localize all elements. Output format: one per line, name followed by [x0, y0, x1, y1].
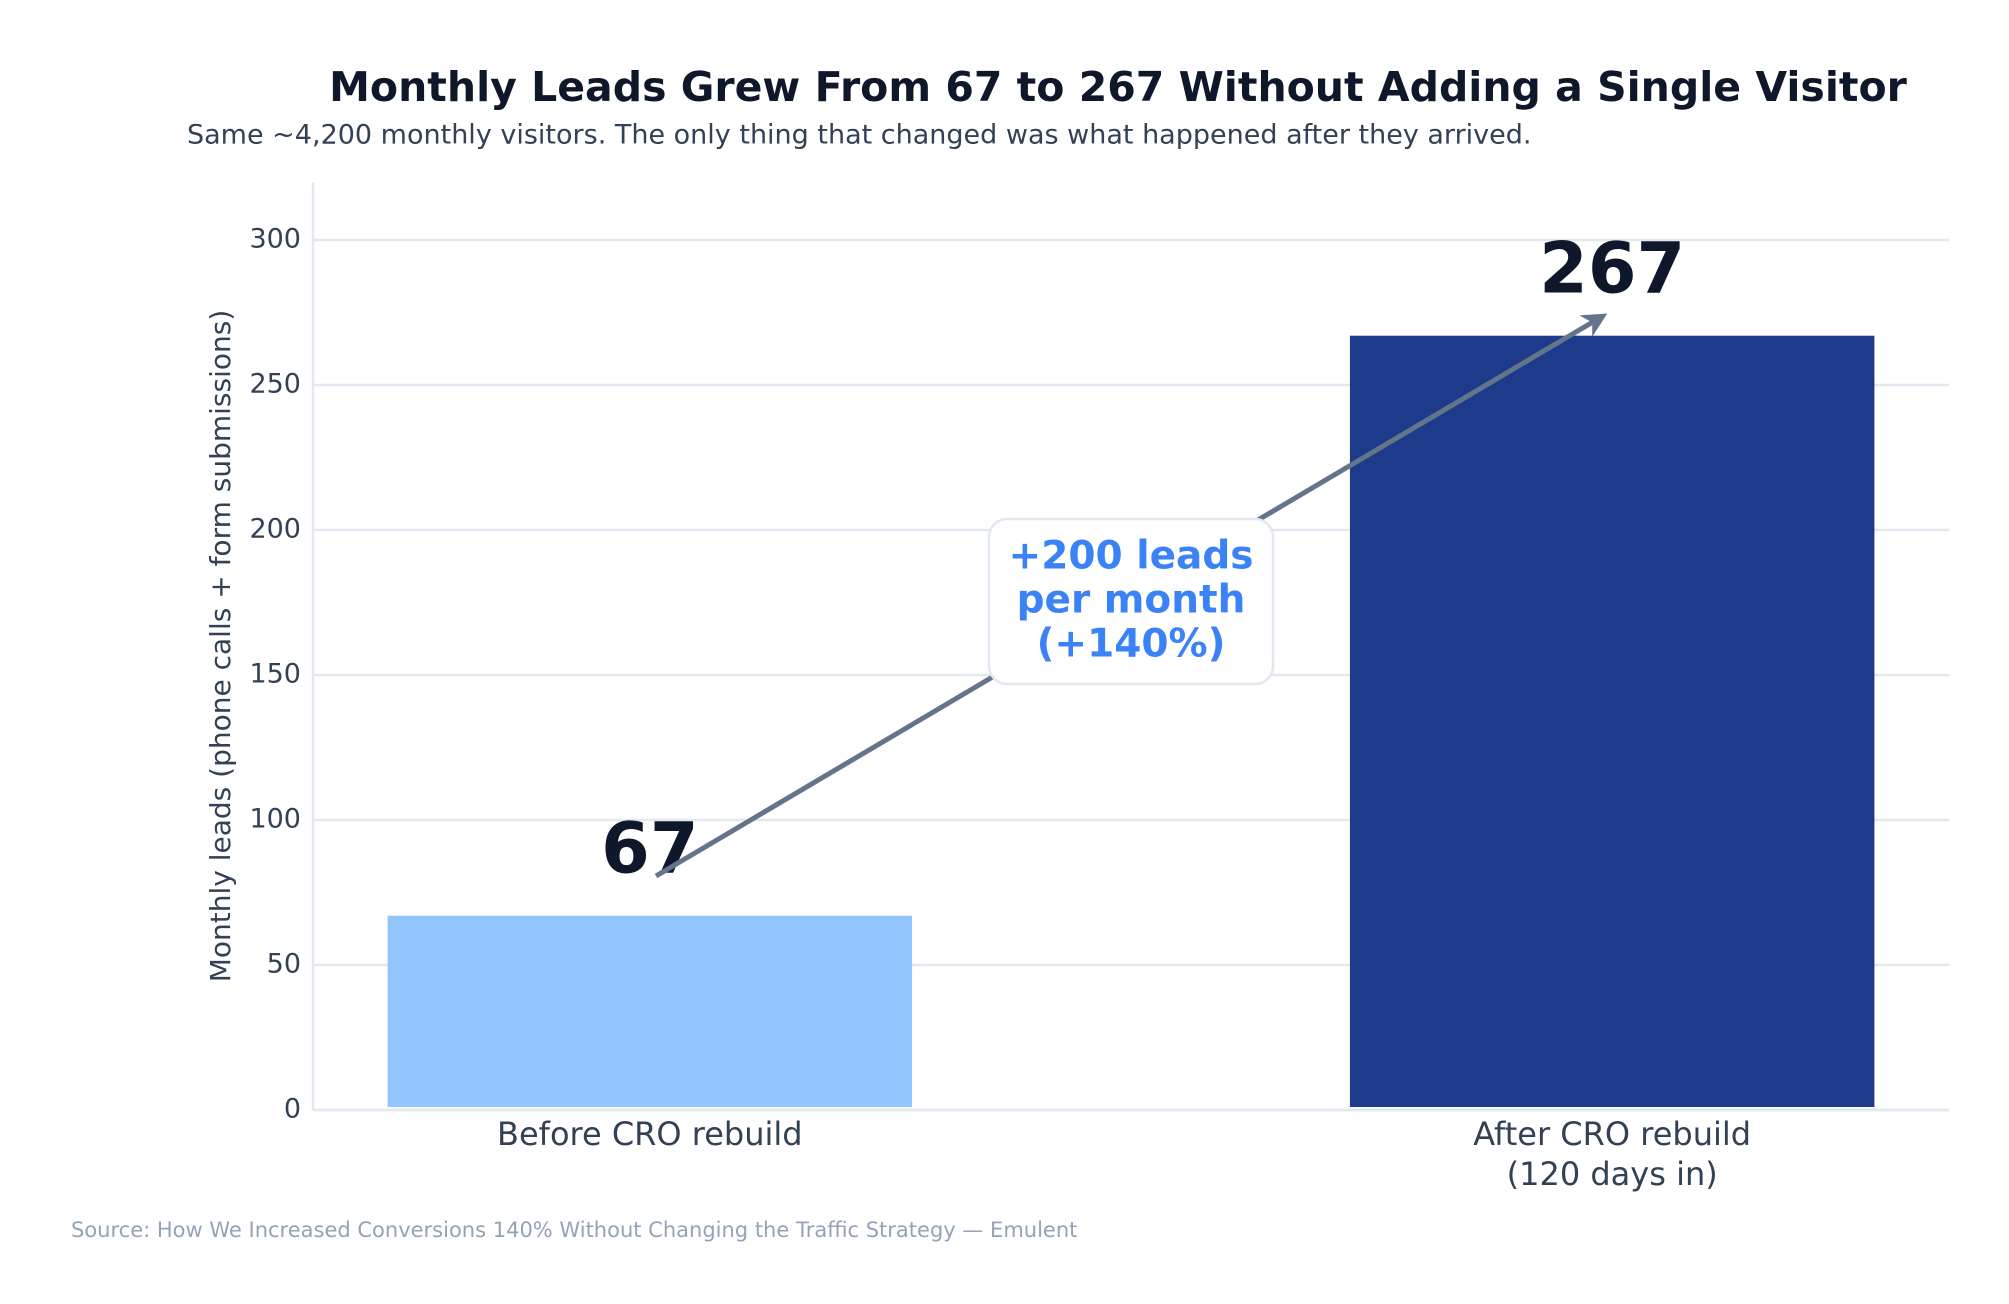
- annotation-box: [987, 517, 1275, 686]
- y-axis-label: Monthly leads (phone calls + form submis…: [204, 310, 237, 983]
- y-tick-label: 150: [249, 659, 301, 690]
- y-tick-label: 250: [249, 369, 301, 400]
- bar: [387, 915, 913, 1107]
- annotation-text: per month: [1017, 578, 1246, 623]
- annotation-text: (+140%): [1037, 622, 1226, 667]
- value-label: 267: [1539, 228, 1685, 310]
- annotation-text: +200 leads: [1009, 534, 1254, 579]
- y-tick-label: 100: [249, 804, 301, 835]
- x-tick-label: After CRO rebuild (120 days in): [1473, 1115, 1751, 1193]
- bar: [1349, 335, 1875, 1107]
- chart-title: Monthly Leads Grew From 67 to 267 Withou…: [329, 63, 1908, 111]
- source-note: Source: How We Increased Conversions 140…: [71, 1218, 1077, 1242]
- x-tick-label: Before CRO rebuild: [497, 1115, 803, 1153]
- y-tick-label: 300: [249, 224, 301, 255]
- value-label: 67: [601, 808, 698, 890]
- y-tick-label: 50: [267, 949, 301, 980]
- chart-subtitle: Same ~4,200 monthly visitors. The only t…: [187, 120, 1531, 151]
- y-tick-label: 0: [284, 1094, 301, 1125]
- y-tick-label: 200: [249, 514, 301, 545]
